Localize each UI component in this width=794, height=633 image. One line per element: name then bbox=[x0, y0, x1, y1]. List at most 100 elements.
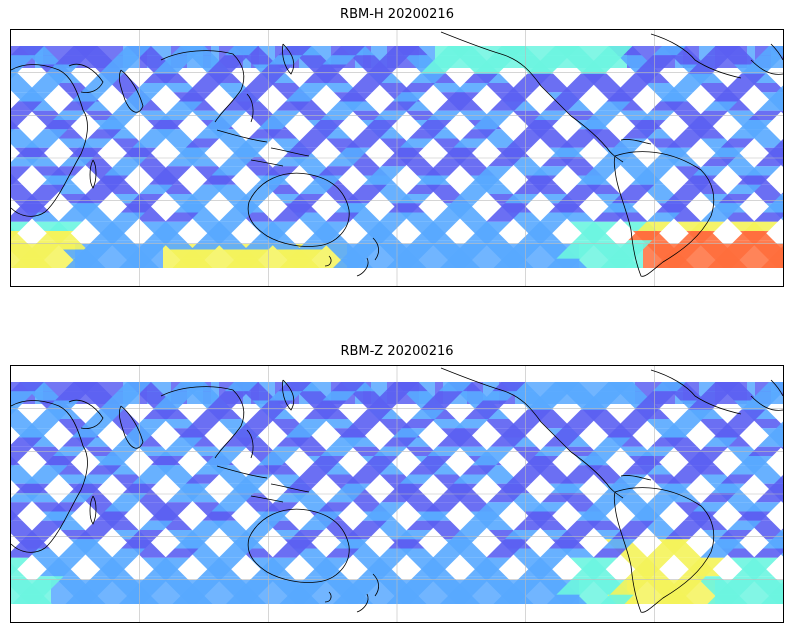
swath-segment bbox=[11, 520, 32, 530]
swath-segment bbox=[139, 184, 173, 194]
swath-segment bbox=[11, 567, 20, 576]
swath-segment bbox=[753, 212, 783, 222]
swath-segment bbox=[189, 55, 223, 65]
swath-segment bbox=[300, 520, 334, 530]
swath-segment bbox=[110, 83, 144, 93]
swath-segment bbox=[697, 55, 731, 65]
swath-segment bbox=[11, 157, 40, 167]
swath-segment bbox=[11, 101, 42, 111]
swath-segment bbox=[667, 138, 701, 148]
panel-title-rbm-z: RBM-Z 20200216 bbox=[340, 344, 454, 359]
swath-segment bbox=[464, 73, 498, 83]
swath-segment bbox=[761, 594, 783, 604]
swath-segment bbox=[497, 147, 531, 157]
swath-segment bbox=[571, 409, 605, 419]
swath-segment bbox=[11, 409, 28, 419]
swath-segment bbox=[324, 83, 358, 93]
swath-segment bbox=[115, 101, 149, 111]
swath-segment bbox=[770, 585, 783, 595]
swath-segment bbox=[648, 157, 682, 167]
swath-segment bbox=[656, 539, 690, 549]
swath-segment bbox=[621, 184, 655, 194]
swath-segment bbox=[737, 511, 771, 521]
swath-segment bbox=[16, 147, 50, 157]
swath-segment bbox=[532, 166, 566, 176]
swath-segment bbox=[525, 456, 559, 466]
swath-segment bbox=[165, 212, 199, 222]
swath-segment bbox=[193, 184, 227, 194]
swath-segment bbox=[181, 585, 215, 595]
swath-segment bbox=[174, 539, 208, 549]
swath-segment bbox=[411, 409, 445, 419]
swath-segment bbox=[272, 212, 306, 222]
swath-segment bbox=[104, 166, 138, 176]
swath-segment bbox=[562, 83, 596, 93]
swath-segment bbox=[429, 391, 463, 401]
swath-segment bbox=[737, 175, 771, 185]
swath-segment bbox=[152, 400, 186, 410]
swath-segment bbox=[493, 594, 527, 604]
swath-segment bbox=[274, 493, 308, 503]
swath-segment bbox=[401, 83, 435, 93]
swath-segment bbox=[551, 483, 585, 493]
swath-segment bbox=[623, 129, 657, 139]
swath-segment bbox=[11, 129, 15, 133]
swath-segment bbox=[628, 567, 662, 577]
swath-segment bbox=[337, 147, 371, 157]
swath-segment bbox=[102, 557, 136, 567]
swath-segment bbox=[654, 594, 688, 604]
swath-segment bbox=[392, 92, 426, 102]
swath-segment bbox=[434, 157, 468, 167]
swath-segment bbox=[378, 419, 412, 429]
swath-segment bbox=[685, 120, 719, 130]
swath-segment bbox=[399, 138, 433, 148]
swath-segment bbox=[580, 400, 614, 410]
swath-segment bbox=[543, 101, 577, 111]
swath-segment bbox=[592, 83, 626, 93]
coastlines bbox=[11, 367, 783, 613]
swath-segment bbox=[697, 391, 731, 401]
swath-segment bbox=[117, 382, 151, 392]
swath-segment bbox=[669, 419, 703, 429]
swath-segment bbox=[672, 576, 706, 586]
swath-segment bbox=[228, 539, 262, 549]
swath-segment bbox=[11, 46, 44, 56]
swath-segment bbox=[62, 101, 96, 111]
swath-segment bbox=[21, 585, 55, 595]
swath-segment bbox=[150, 456, 184, 466]
swath-segment bbox=[499, 428, 533, 438]
swath-segment bbox=[176, 147, 210, 157]
swath-segment bbox=[156, 557, 190, 567]
swath-segment bbox=[69, 483, 103, 493]
swath-segment bbox=[700, 548, 734, 558]
swath-segment bbox=[307, 567, 341, 577]
swath-segment bbox=[580, 64, 614, 74]
swath-segment bbox=[95, 175, 129, 185]
swath-segment bbox=[134, 83, 168, 93]
swath-segment bbox=[11, 520, 13, 522]
swath-segment bbox=[650, 437, 684, 447]
swath-segment bbox=[307, 231, 341, 241]
swath-segment bbox=[200, 231, 234, 241]
swath-segment bbox=[416, 511, 450, 521]
swath-segment bbox=[232, 92, 266, 102]
swath-segment bbox=[294, 419, 328, 429]
swath-segment bbox=[360, 231, 394, 241]
swath-segment bbox=[588, 240, 622, 250]
swath-segment bbox=[458, 576, 492, 586]
swath-segment bbox=[200, 567, 234, 577]
swath-segment bbox=[195, 465, 229, 475]
swath-segment bbox=[32, 184, 66, 194]
swath-segment bbox=[656, 203, 690, 213]
swath-segment bbox=[485, 419, 519, 429]
swath-segment bbox=[767, 92, 783, 102]
swath-segment bbox=[483, 55, 517, 65]
swath-segment bbox=[34, 129, 68, 139]
swath-segment bbox=[239, 138, 273, 148]
swath-segment bbox=[642, 240, 676, 250]
swath-segment bbox=[158, 166, 192, 176]
swath-segment bbox=[226, 594, 260, 604]
swath-segment bbox=[516, 465, 550, 475]
swath-segment bbox=[687, 64, 721, 74]
swath-segment bbox=[565, 576, 599, 586]
